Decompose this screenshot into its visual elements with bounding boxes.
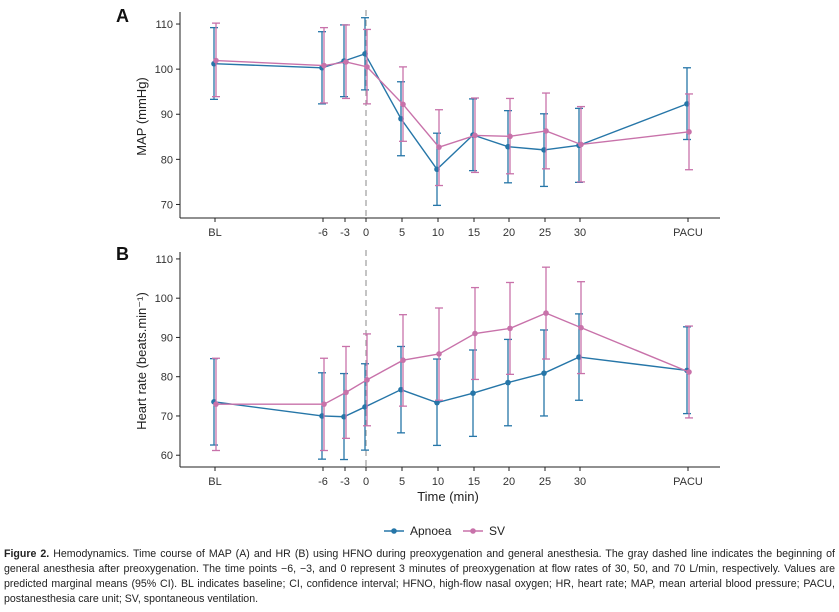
panel-letter-a: A <box>116 6 129 26</box>
legend-item-sv: SV <box>463 524 505 538</box>
data-point <box>213 401 219 407</box>
x-tick-label: 25 <box>539 227 551 239</box>
series-sv <box>212 22 693 187</box>
caption-text: Hemodynamics. Time course of MAP (A) and… <box>4 548 835 605</box>
x-tick-label: -3 <box>340 227 350 239</box>
y-tick-label: 80 <box>161 154 173 166</box>
data-point <box>578 141 584 148</box>
x-axis-label: Time (min) <box>417 489 479 504</box>
data-point <box>472 132 478 139</box>
data-point <box>507 133 513 140</box>
x-tick-label: -6 <box>318 227 328 239</box>
y-tick-label: 70 <box>161 199 173 211</box>
data-point <box>343 389 349 396</box>
data-point <box>543 128 549 134</box>
series-line <box>213 356 688 418</box>
data-point <box>686 129 692 135</box>
data-point <box>434 399 440 406</box>
data-point <box>321 401 327 407</box>
x-tick-label: 15 <box>468 227 480 239</box>
legend-item-apnoea: Apnoea <box>384 524 452 538</box>
data-point <box>400 357 406 364</box>
x-tick-label: 30 <box>574 227 586 239</box>
data-point <box>400 101 406 108</box>
data-point <box>436 351 442 357</box>
caption-lead: Figure 2. <box>4 548 50 560</box>
x-tick-label: 0 <box>363 227 369 239</box>
legend-swatch-point <box>470 528 476 534</box>
data-point <box>543 310 549 316</box>
panel-b-plot: B 60 70 80 90 100 110 BL -6 -3 0 5 10 15 20 25 30 PACU Hea… <box>116 244 720 504</box>
x-tick-label: 30 <box>574 476 586 488</box>
panel-a-plot: A 70 80 90 100 110 BL -6 -3 0 5 10 15 20 25 30 PACU MAP (… <box>116 6 720 239</box>
x-tick-label: -6 <box>318 476 328 488</box>
data-point <box>321 62 327 69</box>
y-tick-label: 110 <box>155 254 173 266</box>
x-tick-label: BL <box>208 476 221 488</box>
data-point <box>470 390 476 396</box>
y-tick-label: 100 <box>155 64 173 76</box>
x-tick-label: PACU <box>673 227 703 239</box>
series-line <box>213 52 688 171</box>
data-point <box>541 370 547 376</box>
series-apnoea <box>210 313 691 461</box>
data-point <box>436 144 442 150</box>
x-tick-label: 25 <box>539 476 551 488</box>
legend-swatch-point <box>391 528 397 534</box>
x-tick-label: 20 <box>503 476 515 488</box>
legend: Apnoea SV <box>384 524 505 538</box>
x-tick-label: 10 <box>432 476 444 488</box>
legend-label: SV <box>489 524 505 538</box>
y-tick-label: 110 <box>155 19 173 31</box>
data-point <box>472 330 478 337</box>
data-point <box>343 59 349 65</box>
data-point <box>507 325 513 332</box>
x-tick-label: 10 <box>432 227 444 239</box>
data-point <box>213 57 219 64</box>
series-line <box>215 59 690 148</box>
data-point <box>505 379 511 386</box>
x-tick-label: 5 <box>399 476 405 488</box>
y-tick-label: 80 <box>161 372 173 384</box>
y-axis-label: Heart rate (beats.min⁻¹) <box>134 292 149 430</box>
series-line <box>216 312 690 405</box>
x-tick-label: 5 <box>399 227 405 239</box>
y-axis-label: MAP (mmHg) <box>134 77 149 155</box>
x-tick-label: 0 <box>363 476 369 488</box>
y-tick-label: 70 <box>161 411 173 423</box>
y-tick-label: 100 <box>155 293 173 305</box>
figure-caption: Figure 2. Hemodynamics. Time course of M… <box>4 547 835 607</box>
x-tick-label: 20 <box>503 227 515 239</box>
x-tick-label: 15 <box>468 476 480 488</box>
series-apnoea <box>210 17 691 207</box>
y-tick-label: 90 <box>161 109 173 121</box>
legend-label: Apnoea <box>410 524 452 538</box>
data-point <box>578 324 584 331</box>
y-tick-label: 90 <box>161 332 173 344</box>
x-tick-label: PACU <box>673 476 703 488</box>
panel-letter-b: B <box>116 244 129 264</box>
data-point <box>364 64 370 70</box>
x-tick-label: -3 <box>340 476 350 488</box>
data-point <box>686 369 692 375</box>
data-point <box>364 377 370 383</box>
y-tick-label: 60 <box>161 450 173 462</box>
series-sv <box>212 266 693 452</box>
x-tick-label: BL <box>208 227 221 239</box>
